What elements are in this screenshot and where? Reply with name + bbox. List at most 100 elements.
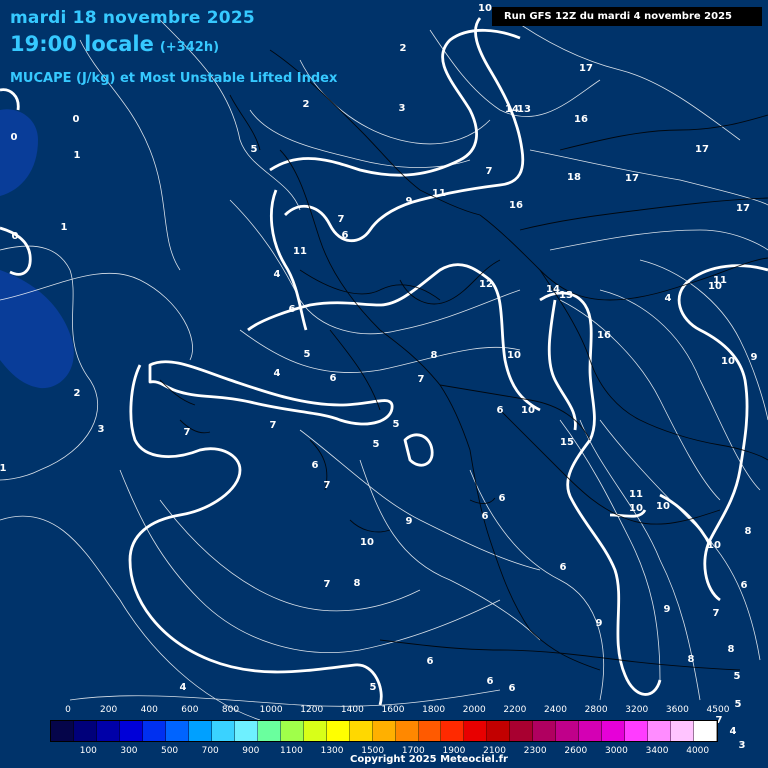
contour-label: 10	[360, 537, 374, 548]
contour-label: 13	[517, 104, 531, 115]
contour-label: 9	[664, 604, 671, 615]
bold-isolines	[0, 17, 768, 706]
contour-label: 10	[629, 503, 643, 514]
contour-label: 6	[560, 562, 567, 573]
legend-tick-label: 4500	[706, 705, 730, 715]
contour-label: 10	[507, 350, 521, 361]
legend-tick-label: 200	[100, 705, 118, 715]
contour-label: 11	[293, 246, 307, 257]
contour-label: 1	[74, 150, 81, 161]
legend-swatch	[648, 721, 672, 741]
contour-label: 0	[12, 231, 19, 242]
legend-tick-label: 1600	[381, 705, 405, 715]
run-info: Run GFS 12Z du mardi 4 novembre 2025	[491, 7, 762, 26]
legend-swatch	[119, 721, 143, 741]
forecast-time-label: 19:00 locale	[10, 32, 154, 56]
contour-label: 5	[734, 671, 741, 682]
contour-label: 5	[393, 419, 400, 430]
contour-label: 3	[98, 424, 105, 435]
coastlines-borders	[159, 49, 768, 671]
legend-tick-label: 2000	[462, 705, 486, 715]
contour-label: 6	[499, 493, 506, 504]
contour-label: 4	[730, 726, 737, 737]
forecast-date: mardi 18 novembre 2025	[10, 8, 255, 28]
contour-label: 7	[184, 427, 191, 438]
legend-tick-label: 500	[160, 746, 179, 756]
contour-label: 4	[665, 293, 672, 304]
contour-label: 7	[418, 374, 425, 385]
legend-tick-label: 3400	[645, 746, 669, 756]
contour-label: 3	[739, 740, 746, 751]
contour-label: 6	[330, 373, 337, 384]
contour-label: 11	[713, 275, 727, 286]
legend-swatch	[211, 721, 235, 741]
contour-label: 8	[431, 350, 438, 361]
legend-tick-label: 2800	[584, 705, 608, 715]
legend-tick-label: 2200	[503, 705, 527, 715]
contour-label: 9	[751, 352, 758, 363]
legend-tick-label: 1200	[300, 705, 324, 715]
contour-label: 10	[478, 3, 492, 14]
mucape-zone-west-2	[0, 270, 74, 389]
contour-label: 5	[304, 349, 311, 360]
contour-label: 16	[597, 330, 611, 341]
contour-label: 7	[716, 715, 723, 726]
contour-label: 5	[370, 682, 377, 693]
legend-tick-label: 600	[181, 705, 199, 715]
mucape-zone-west-1	[0, 109, 38, 196]
legend-tick-label: 2600	[564, 746, 588, 756]
contour-label: 2	[303, 99, 310, 110]
legend-swatch	[372, 721, 396, 741]
contour-label: 6	[427, 656, 434, 667]
legend-swatch	[602, 721, 626, 741]
copyright: Copyright 2025 Meteociel.fr	[350, 754, 508, 765]
contour-label: 14	[505, 104, 519, 115]
contour-label: 2	[74, 388, 81, 399]
legend-tick-label: 1400	[340, 705, 364, 715]
contour-label: 18	[567, 172, 581, 183]
legend-tick-label: 1100	[279, 746, 303, 756]
contour-label: 10	[707, 540, 721, 551]
contour-label: 0	[11, 132, 18, 143]
legend-swatch	[142, 721, 166, 741]
contour-label: 11	[432, 188, 446, 199]
contour-label: 5	[735, 699, 742, 710]
legend-tick-label: 1300	[320, 746, 344, 756]
legend-swatch	[326, 721, 350, 741]
legend-swatch	[694, 721, 718, 741]
legend-tick-label: 100	[79, 746, 97, 756]
contour-label: 7	[486, 166, 493, 177]
legend-tick-label: 3200	[625, 705, 649, 715]
legend-swatch	[188, 721, 212, 741]
legend-swatch	[303, 721, 327, 741]
forecast-time: 19:00 locale (+342h)	[10, 32, 219, 56]
legend-swatch	[533, 721, 557, 741]
legend-tick-label: 400	[140, 705, 158, 715]
legend-tick-label: 3600	[665, 705, 689, 715]
contour-label: 16	[574, 114, 588, 125]
thin-isolines	[0, 9, 768, 721]
legend-tick-label: 1700	[401, 746, 425, 756]
contour-label: 5	[373, 439, 380, 450]
contour-label: 3	[399, 103, 406, 114]
contour-label: 7	[270, 420, 277, 431]
contour-label: 4	[180, 682, 187, 693]
contour-label: 4	[274, 368, 281, 379]
legend-tick-label: 900	[242, 746, 260, 756]
contour-label: 10	[708, 281, 722, 292]
legend-swatch	[96, 721, 120, 741]
contour-label: 10	[521, 405, 535, 416]
contour-label: 9	[406, 196, 413, 207]
legend-tick-label: 300	[120, 746, 138, 756]
legend-swatch	[165, 721, 189, 741]
legend-swatch	[625, 721, 649, 741]
contour-label: 11	[629, 489, 643, 500]
contour-label: 6	[312, 460, 319, 471]
legend-swatch	[51, 721, 74, 741]
legend-tick-label: 4000	[686, 746, 710, 756]
contour-label: 7	[713, 608, 720, 619]
legend-tick-label: 700	[201, 746, 219, 756]
contour-label: 1	[0, 463, 7, 474]
legend-swatch	[671, 721, 695, 741]
